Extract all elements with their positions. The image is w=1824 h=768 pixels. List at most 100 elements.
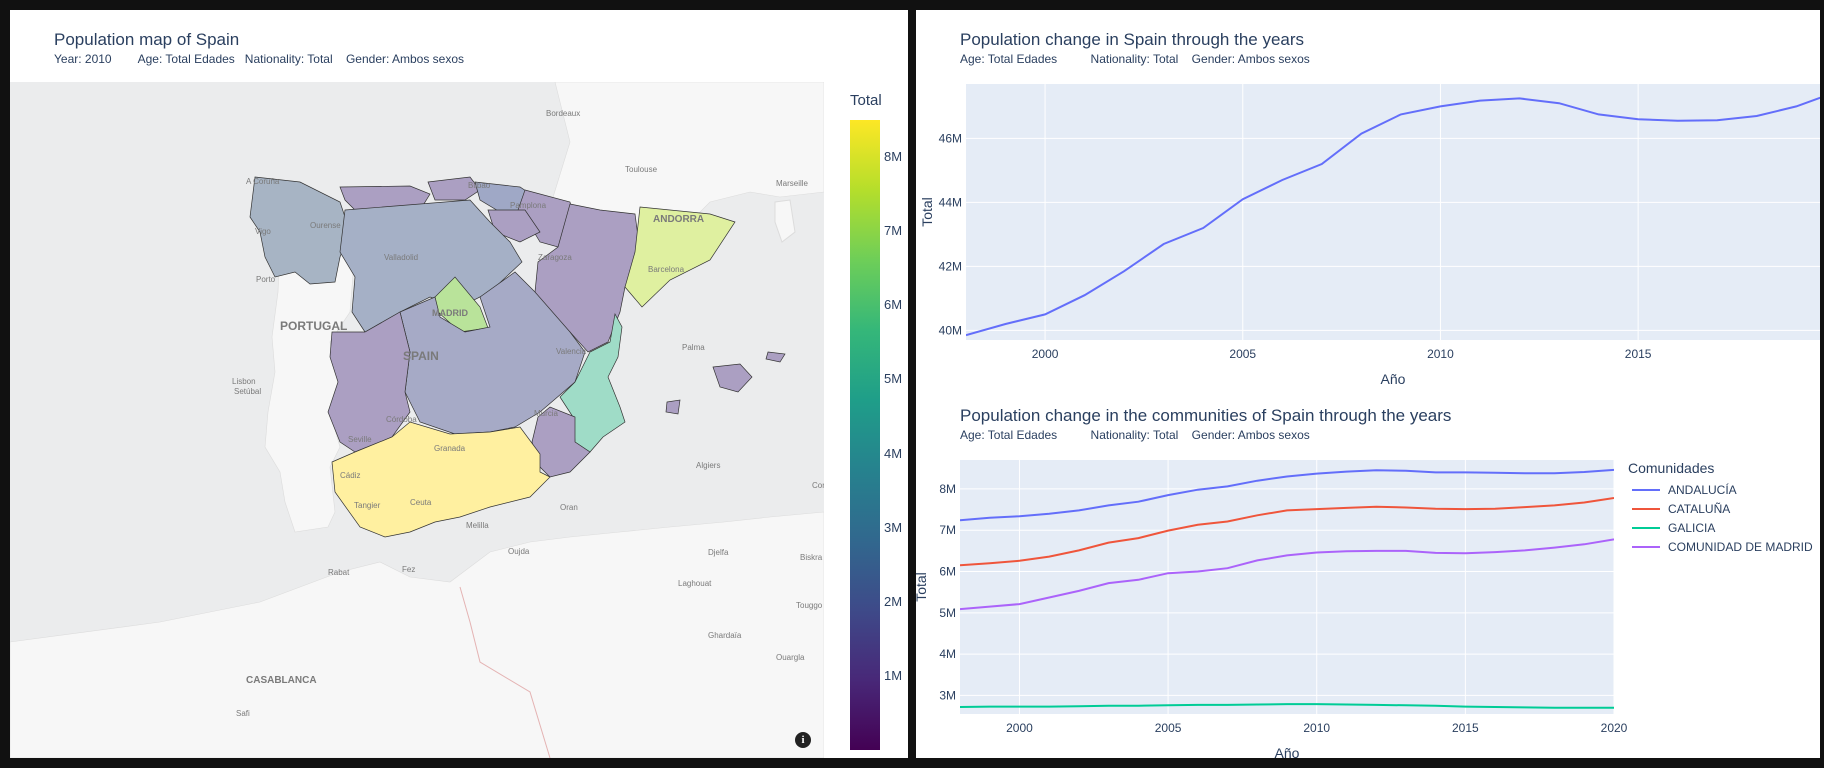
label-safi: Safi — [236, 709, 250, 718]
legend-swatch — [1632, 526, 1660, 529]
label-andorra: ANDORRA — [653, 214, 704, 225]
series-line — [966, 96, 1820, 337]
x-tick-label: 2005 — [1155, 721, 1182, 735]
x-tick-label: 2010 — [1303, 721, 1330, 735]
y-tick-label: 3M — [939, 688, 956, 702]
label-ghardaia: Ghardaïa — [708, 631, 742, 640]
legend-swatch — [1632, 545, 1660, 548]
legend-item[interactable]: COMUNIDAD DE MADRID — [1628, 537, 1813, 556]
region-cataluna[interactable] — [624, 206, 736, 308]
x-tick-label: 2005 — [1229, 347, 1256, 361]
label-cadiz: Cádiz — [340, 471, 360, 480]
y-tick-label: 46M — [939, 131, 962, 145]
label-seville: Seville — [348, 435, 372, 444]
map-panel: Population map of Spain Year: 2010 Age: … — [10, 10, 908, 758]
legend-swatch — [1632, 488, 1660, 491]
chart-svg: 2000 2005 2010 2015 40M 42M 44M 46M Año Total — [919, 84, 1820, 387]
x-axis-label: Año — [1381, 371, 1406, 387]
y-tick-label: 6M — [939, 565, 956, 579]
label-djelfa: Djelfa — [708, 548, 729, 557]
x-tick-label: 2000 — [1006, 721, 1033, 735]
region-castilla-la-mancha[interactable] — [399, 271, 586, 435]
chart1-title: Population change in Spain through the y… — [960, 30, 1305, 49]
region-aragon[interactable] — [534, 203, 641, 353]
y-axis-label: Total — [919, 197, 935, 227]
legend-item[interactable]: GALICIA — [1628, 518, 1813, 537]
colorbar-tick: 1M — [884, 667, 903, 683]
series-line — [960, 538, 1614, 611]
x-tick-label: 2015 — [1625, 347, 1652, 361]
region-baleares-menorca[interactable] — [765, 351, 786, 363]
chart-svg: 2000 2005 2010 2015 2020 3M 4M 5M 6M 7M 8M Año Total — [913, 460, 1628, 761]
y-tick-label: 40M — [939, 323, 962, 337]
spain-regions — [249, 176, 786, 538]
x-tick-label: 2020 — [1601, 721, 1628, 735]
label-granada: Granada — [434, 444, 466, 453]
region-galicia[interactable] — [249, 176, 351, 285]
legend-item[interactable]: ANDALUCÍA — [1628, 480, 1813, 499]
colorbar-title: Total — [850, 92, 882, 109]
label-ourense: Ourense — [310, 221, 341, 230]
colorbar-tick: 5M — [884, 371, 903, 387]
label-toulouse: Toulouse — [625, 165, 658, 174]
legend-label: COMUNIDAD DE MADRID — [1668, 539, 1813, 554]
label-laghouat: Laghouat — [678, 579, 712, 588]
land-portugal — [264, 241, 356, 533]
land-corsica — [774, 199, 796, 243]
label-portugal: PORTUGAL — [280, 319, 347, 333]
label-marseille: Marseille — [776, 179, 809, 188]
label-fez: Fez — [402, 565, 415, 574]
y-tick-label: 42M — [939, 259, 962, 273]
legend-item[interactable]: CATALUÑA — [1628, 499, 1813, 518]
y-tick-label: 4M — [939, 647, 956, 661]
legend-label: CATALUÑA — [1668, 501, 1731, 516]
region-valencia[interactable] — [559, 312, 626, 453]
chart2-legend: Comunidades ANDALUCÍA CATALUÑA GALICIA COMU… — [1628, 460, 1813, 556]
x-tick-label: 2010 — [1427, 347, 1454, 361]
region-baleares-mallorca[interactable] — [712, 363, 753, 393]
label-vigo: Vigo — [255, 227, 271, 236]
label-porto: Porto — [256, 275, 276, 284]
label-spain: SPAIN — [403, 349, 439, 363]
label-biskra: Biskra — [800, 553, 823, 562]
label-tangier: Tangier — [354, 501, 381, 510]
label-lisbon: Lisbon — [232, 377, 256, 386]
map-title: Population map of Spain — [54, 30, 240, 49]
label-madrid: MADRID — [432, 308, 468, 318]
legend-swatch — [1632, 507, 1660, 510]
chart2-subtitle: Age: Total Edades Nationality: Total Gen… — [960, 428, 1310, 442]
basemap-labels: PORTUGAL SPAIN MADRID ANDORRA CASABLANCA… — [232, 109, 824, 718]
colorbar-tick: 6M — [884, 297, 903, 313]
x-tick-label: 2015 — [1452, 721, 1479, 735]
x-axis-label: Año — [1275, 745, 1300, 761]
y-axis-label: Total — [913, 572, 929, 602]
label-bordeaux: Bordeaux — [546, 109, 580, 118]
x-tick-label: 2000 — [1032, 347, 1059, 361]
region-extremadura[interactable] — [327, 311, 411, 453]
legend-label: GALICIA — [1668, 520, 1716, 535]
colorbar — [850, 120, 880, 750]
label-ouargla: Ouargla — [776, 653, 805, 662]
legend-label: ANDALUCÍA — [1668, 482, 1737, 497]
map-canvas[interactable]: PORTUGAL SPAIN MADRID ANDORRA CASABLANCA… — [10, 82, 824, 758]
region-cantabria[interactable] — [427, 176, 481, 201]
label-touggourt: Touggo — [796, 601, 823, 610]
charts-panel: Population change in Spain through the y… — [913, 10, 1820, 761]
info-icon[interactable]: i — [795, 732, 811, 748]
colorbar-tick: 2M — [884, 593, 903, 609]
region-andalucia[interactable] — [331, 421, 551, 538]
series-line — [960, 497, 1614, 567]
colorbar-tick: 4M — [884, 445, 903, 461]
choropleth-map[interactable]: PORTUGAL SPAIN MADRID ANDORRA CASABLANCA… — [10, 82, 824, 758]
label-oujda: Oujda — [508, 547, 530, 556]
label-cordoba: Córdoba — [386, 415, 417, 424]
colorbar-tick: 8M — [884, 149, 903, 165]
y-tick-label: 5M — [939, 606, 956, 620]
chart1-subtitle: Age: Total Edades Nationality: Total Gen… — [960, 52, 1310, 66]
label-melilla: Melilla — [466, 521, 489, 530]
region-baleares-ibiza[interactable] — [665, 399, 681, 415]
border-morocco-algeria — [459, 586, 551, 758]
label-bilbao: Bilbao — [468, 181, 491, 190]
y-tick-label: 7M — [939, 523, 956, 537]
plot-area — [966, 84, 1820, 340]
